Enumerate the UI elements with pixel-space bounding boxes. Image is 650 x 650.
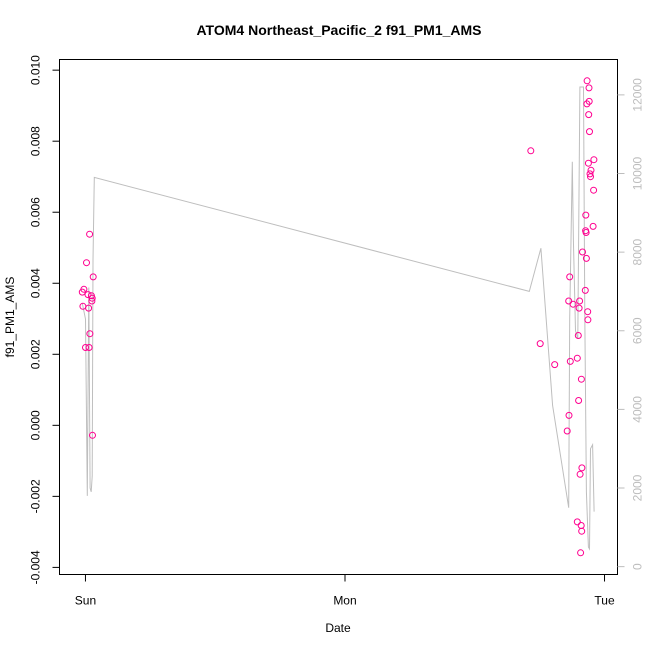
data-point [577, 375, 585, 383]
y-right-tick-label: 4000 [631, 396, 645, 423]
data-point [583, 77, 591, 85]
plot-frame [59, 59, 618, 575]
data-point [576, 470, 584, 478]
y-right-tick-label: 2000 [631, 474, 645, 501]
data-point [565, 411, 573, 419]
y-left-tick-label: 0.002 [29, 339, 43, 369]
y-left-tick-label: -0.002 [29, 479, 43, 513]
data-point [576, 297, 584, 305]
data-point [573, 354, 581, 362]
data-point [88, 294, 96, 302]
data-point [80, 285, 88, 293]
x-axis: Sun Mon Tue [75, 574, 615, 608]
data-point [89, 431, 96, 439]
data-point [584, 316, 592, 324]
y-left-tick-label: 0.004 [29, 268, 43, 298]
x-tick-label: Tue [594, 594, 615, 608]
data-point [590, 186, 598, 194]
y-right-tick-label: 0 [631, 563, 645, 570]
data-point [551, 361, 559, 369]
data-point [566, 273, 574, 281]
data-point [566, 357, 574, 365]
y-right-tick-label: 8000 [631, 238, 645, 265]
data-point [86, 330, 94, 338]
data-point [563, 427, 571, 435]
y-left-tick-label: 0.010 [29, 55, 43, 85]
data-point [582, 229, 590, 236]
data-point [575, 304, 583, 312]
data-point [575, 397, 583, 404]
data-point [84, 291, 92, 299]
data-point [577, 522, 585, 529]
data-point [585, 97, 593, 105]
data-point [590, 156, 598, 164]
data-point [527, 147, 535, 155]
data-point [579, 248, 586, 256]
x-tick-label: Sun [75, 594, 96, 608]
data-point [85, 304, 93, 312]
data-point [88, 297, 96, 305]
y-left-tick-label: 0.006 [29, 197, 43, 227]
data-point [585, 111, 593, 119]
y-axis-label: f91_PM1_AMS [3, 277, 17, 358]
data-point [584, 308, 592, 316]
data-point [83, 259, 90, 267]
y-right-tick-label: 12000 [631, 78, 645, 112]
data-point [569, 300, 577, 308]
data-point [573, 518, 581, 526]
data-point [586, 128, 593, 136]
data-point [581, 286, 589, 294]
data-point [86, 230, 94, 238]
data-point [587, 166, 595, 174]
x-tick-label: Mon [333, 594, 356, 608]
y-axis-right: 0 2000 4000 6000 8000 10000 12000 [617, 78, 645, 570]
x-axis-label: Date [325, 621, 351, 635]
series-points [78, 77, 598, 557]
data-point [589, 222, 597, 230]
series-line [81, 86, 595, 551]
data-point [578, 464, 586, 472]
data-point [577, 549, 585, 557]
data-point [582, 211, 590, 219]
y-right-tick-label: 10000 [631, 156, 645, 190]
y-left-tick-label: 0.000 [29, 410, 43, 440]
data-point [586, 170, 594, 178]
data-point [585, 84, 593, 92]
series-line-path [81, 86, 595, 551]
data-point [574, 332, 582, 339]
y-right-tick-label: 6000 [631, 317, 645, 344]
data-point [82, 344, 89, 351]
data-point [89, 273, 97, 281]
data-point [536, 340, 544, 348]
y-left-tick-label: 0.008 [29, 126, 43, 156]
y-left-tick-label: -0.004 [29, 550, 43, 584]
data-point [584, 159, 592, 167]
y-axis-left: -0.004 -0.002 0.000 0.002 0.004 0.006 0.008 0.0… [29, 55, 60, 584]
data-point [85, 344, 93, 351]
data-point [578, 527, 586, 535]
data-point [582, 254, 590, 262]
chart-title: ATOM4 Northeast_Pacific_2 f91_PM1_AMS [196, 22, 481, 38]
